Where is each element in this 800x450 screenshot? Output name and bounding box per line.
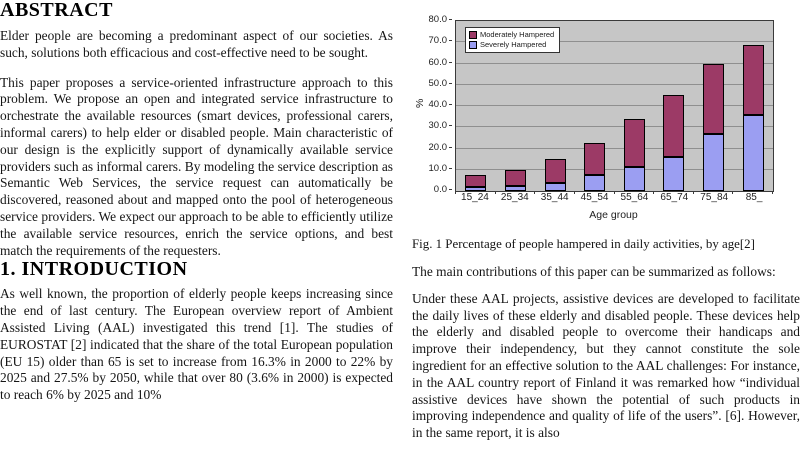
gridline	[456, 41, 773, 43]
y-tick-mark	[449, 189, 452, 190]
legend-marker	[469, 41, 477, 49]
x-tick-mark	[653, 191, 655, 194]
gridline	[456, 168, 773, 170]
gridline	[456, 83, 773, 85]
y-tick-label: 80.0	[428, 14, 448, 25]
y-axis-ticks: 0.0 10.0 20.0 30.0 40.0 50.0 60.0 70.0 80.0	[412, 14, 452, 195]
stacked-bar-65_74	[663, 95, 685, 191]
figure-1-caption: Fig. 1 Percentage of people hampered in …	[412, 237, 755, 251]
bar-segment	[703, 133, 725, 191]
right-column: % 0.0 10.0 20.0 30.0 40.0 50.0 60.0 70.0 80.0 Mo…	[412, 0, 800, 442]
bar-slot	[496, 21, 536, 191]
x-axis-title: Age group	[589, 209, 638, 221]
stacked-bar-35_44	[544, 159, 566, 191]
y-tick-label: 40.0	[428, 99, 448, 110]
x-tick-label: 65_74	[660, 192, 689, 203]
bar-slot	[733, 21, 773, 191]
legend-item: Moderately Hampered	[469, 30, 554, 40]
bar-slot	[694, 21, 734, 191]
x-tick-label: 35_44	[540, 192, 569, 203]
bar-slot	[575, 21, 615, 191]
chart-legend: Moderately Hampered Severely Hampered	[465, 27, 561, 53]
legend-marker	[469, 31, 477, 39]
x-tick-label: 75_84	[700, 192, 729, 203]
legend-label: Severely Hampered	[480, 40, 547, 49]
bar-segment	[504, 185, 526, 191]
bar-segment	[663, 157, 685, 191]
bar-segment	[742, 114, 764, 191]
x-tick-mark	[772, 191, 773, 194]
bar-segment	[623, 118, 645, 167]
introduction-heading: 1. INTRODUCTION	[0, 258, 188, 281]
abstract-heading: ABSTRACT	[0, 0, 113, 21]
x-tick-label: 25_34	[500, 192, 529, 203]
y-tick-mark	[449, 40, 452, 42]
x-axis-ticks: 15_24 25_34 35_44 45_54 55_64 65_74 75_84 85_	[455, 192, 774, 203]
y-tick-label: 70.0	[428, 35, 448, 47]
y-tick-label: 60.0	[428, 56, 448, 68]
aal-devices-paragraph: Under these AAL projects, assistive devi…	[412, 290, 800, 441]
figure-1-chart: % 0.0 10.0 20.0 30.0 40.0 50.0 60.0 70.0 80.0 Mo…	[412, 10, 800, 225]
y-tick-mark	[449, 167, 452, 169]
y-tick-mark	[449, 125, 452, 127]
bar-slot	[615, 21, 655, 191]
bar-segment	[742, 45, 764, 115]
y-tick-mark	[449, 61, 452, 63]
y-tick-mark	[449, 146, 452, 148]
y-tick-label: 50.0	[428, 77, 448, 89]
gridline	[456, 147, 773, 149]
x-tick-label: 55_64	[620, 192, 649, 203]
x-tick-label: 15_24	[461, 192, 489, 203]
stacked-bar-45_54	[584, 143, 606, 191]
y-tick-label: 30.0	[428, 120, 448, 132]
bar-segment	[623, 166, 645, 191]
bar-segment	[703, 63, 725, 134]
bars-container	[456, 21, 773, 191]
bar-slot	[456, 21, 496, 191]
x-tick-mark	[534, 191, 536, 194]
abstract-paragraph-1: Elder people are becoming a predominant …	[0, 28, 393, 60]
x-tick-mark	[732, 191, 734, 194]
x-axis-tickmarks	[455, 191, 774, 194]
stacked-bar-15_24	[465, 175, 487, 191]
bar-segment	[504, 169, 526, 186]
contributions-paragraph: The main contributions of this paper can…	[412, 264, 776, 279]
y-tick-label: 0.0	[433, 184, 447, 195]
legend-item: Severely Hampered	[469, 40, 554, 50]
y-tick-label: 20.0	[428, 141, 448, 153]
bar-segment	[584, 143, 606, 176]
gridline	[456, 126, 773, 128]
plot-area: Moderately Hampered Severely Hampered	[455, 20, 774, 192]
bar-segment	[465, 175, 487, 187]
y-tick-mark	[449, 104, 452, 105]
x-tick-mark	[613, 191, 615, 194]
y-tick-mark	[449, 19, 452, 20]
y-tick-label: 10.0	[428, 162, 448, 174]
x-tick-label: 85_	[745, 192, 763, 203]
bar-slot	[654, 21, 694, 191]
bar-segment	[465, 186, 487, 191]
bar-segment	[584, 175, 606, 191]
gridline	[456, 105, 773, 106]
abstract-paragraph-2: This paper proposes a service-oriented i…	[0, 74, 393, 258]
stacked-bar-25_34	[504, 169, 526, 191]
x-tick-label: 45_54	[580, 192, 609, 203]
bar-segment	[663, 95, 685, 157]
y-tick-mark	[449, 82, 452, 84]
bar-segment	[544, 159, 566, 183]
x-tick-mark	[494, 191, 496, 194]
left-column: ABSTRACT Elder people are becoming a pre…	[0, 0, 393, 404]
introduction-paragraph-1: As well known, the proportion of elderly…	[0, 286, 393, 403]
stacked-bar-85_	[742, 45, 764, 191]
bar-segment	[544, 182, 566, 191]
stacked-bar-75_84	[703, 63, 725, 191]
x-tick-mark	[573, 191, 575, 194]
x-tick-mark	[692, 191, 694, 194]
gridline	[456, 62, 773, 64]
legend-label: Moderately Hampered	[480, 30, 555, 39]
bar-slot	[535, 21, 575, 191]
x-tick-mark	[455, 191, 456, 194]
stacked-bar-55_64	[623, 118, 645, 191]
